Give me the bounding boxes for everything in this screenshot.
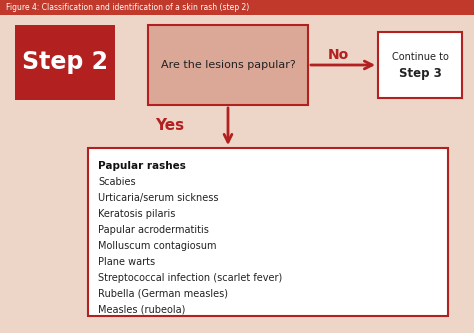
Text: Continue to: Continue to — [392, 52, 448, 62]
Bar — [88, 148, 448, 316]
Text: Keratosis pilaris: Keratosis pilaris — [98, 209, 175, 219]
Text: No: No — [328, 48, 348, 62]
Text: Plane warts: Plane warts — [98, 257, 155, 267]
Text: Molluscum contagiosum: Molluscum contagiosum — [98, 241, 217, 251]
Text: Scabies: Scabies — [98, 177, 136, 187]
Bar — [148, 25, 308, 105]
Text: Are the lesions papular?: Are the lesions papular? — [161, 60, 295, 70]
Text: Measles (rubeola): Measles (rubeola) — [98, 305, 185, 315]
Text: Streptococcal infection (scarlet fever): Streptococcal infection (scarlet fever) — [98, 273, 282, 283]
Bar — [0, 0, 474, 15]
Text: Papular rashes: Papular rashes — [98, 161, 186, 171]
Bar — [15, 25, 115, 100]
Text: Figure 4: Classification and identification of a skin rash (step 2): Figure 4: Classification and identificat… — [6, 3, 249, 12]
Text: Step 2: Step 2 — [22, 51, 108, 75]
Text: Step 3: Step 3 — [399, 67, 441, 80]
Text: Rubella (German measles): Rubella (German measles) — [98, 289, 228, 299]
Bar — [378, 32, 462, 98]
Text: Yes: Yes — [155, 118, 184, 133]
Text: Urticaria/serum sickness: Urticaria/serum sickness — [98, 193, 219, 203]
Text: Papular acrodermatitis: Papular acrodermatitis — [98, 225, 209, 235]
